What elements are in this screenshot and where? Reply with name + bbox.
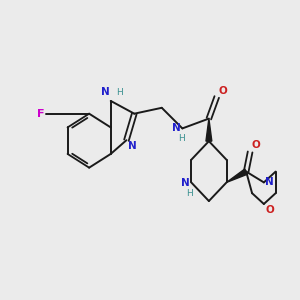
Text: H: H xyxy=(178,134,184,143)
Text: H: H xyxy=(116,88,123,98)
Text: N: N xyxy=(172,122,181,133)
Text: O: O xyxy=(218,85,227,95)
Polygon shape xyxy=(226,169,248,182)
Text: O: O xyxy=(265,205,274,215)
Polygon shape xyxy=(206,118,212,141)
Text: N: N xyxy=(265,177,274,188)
Text: O: O xyxy=(252,140,260,151)
Text: F: F xyxy=(37,109,44,119)
Text: N: N xyxy=(128,141,137,151)
Text: N: N xyxy=(101,87,110,98)
Text: H: H xyxy=(186,189,193,198)
Text: N: N xyxy=(181,178,190,188)
